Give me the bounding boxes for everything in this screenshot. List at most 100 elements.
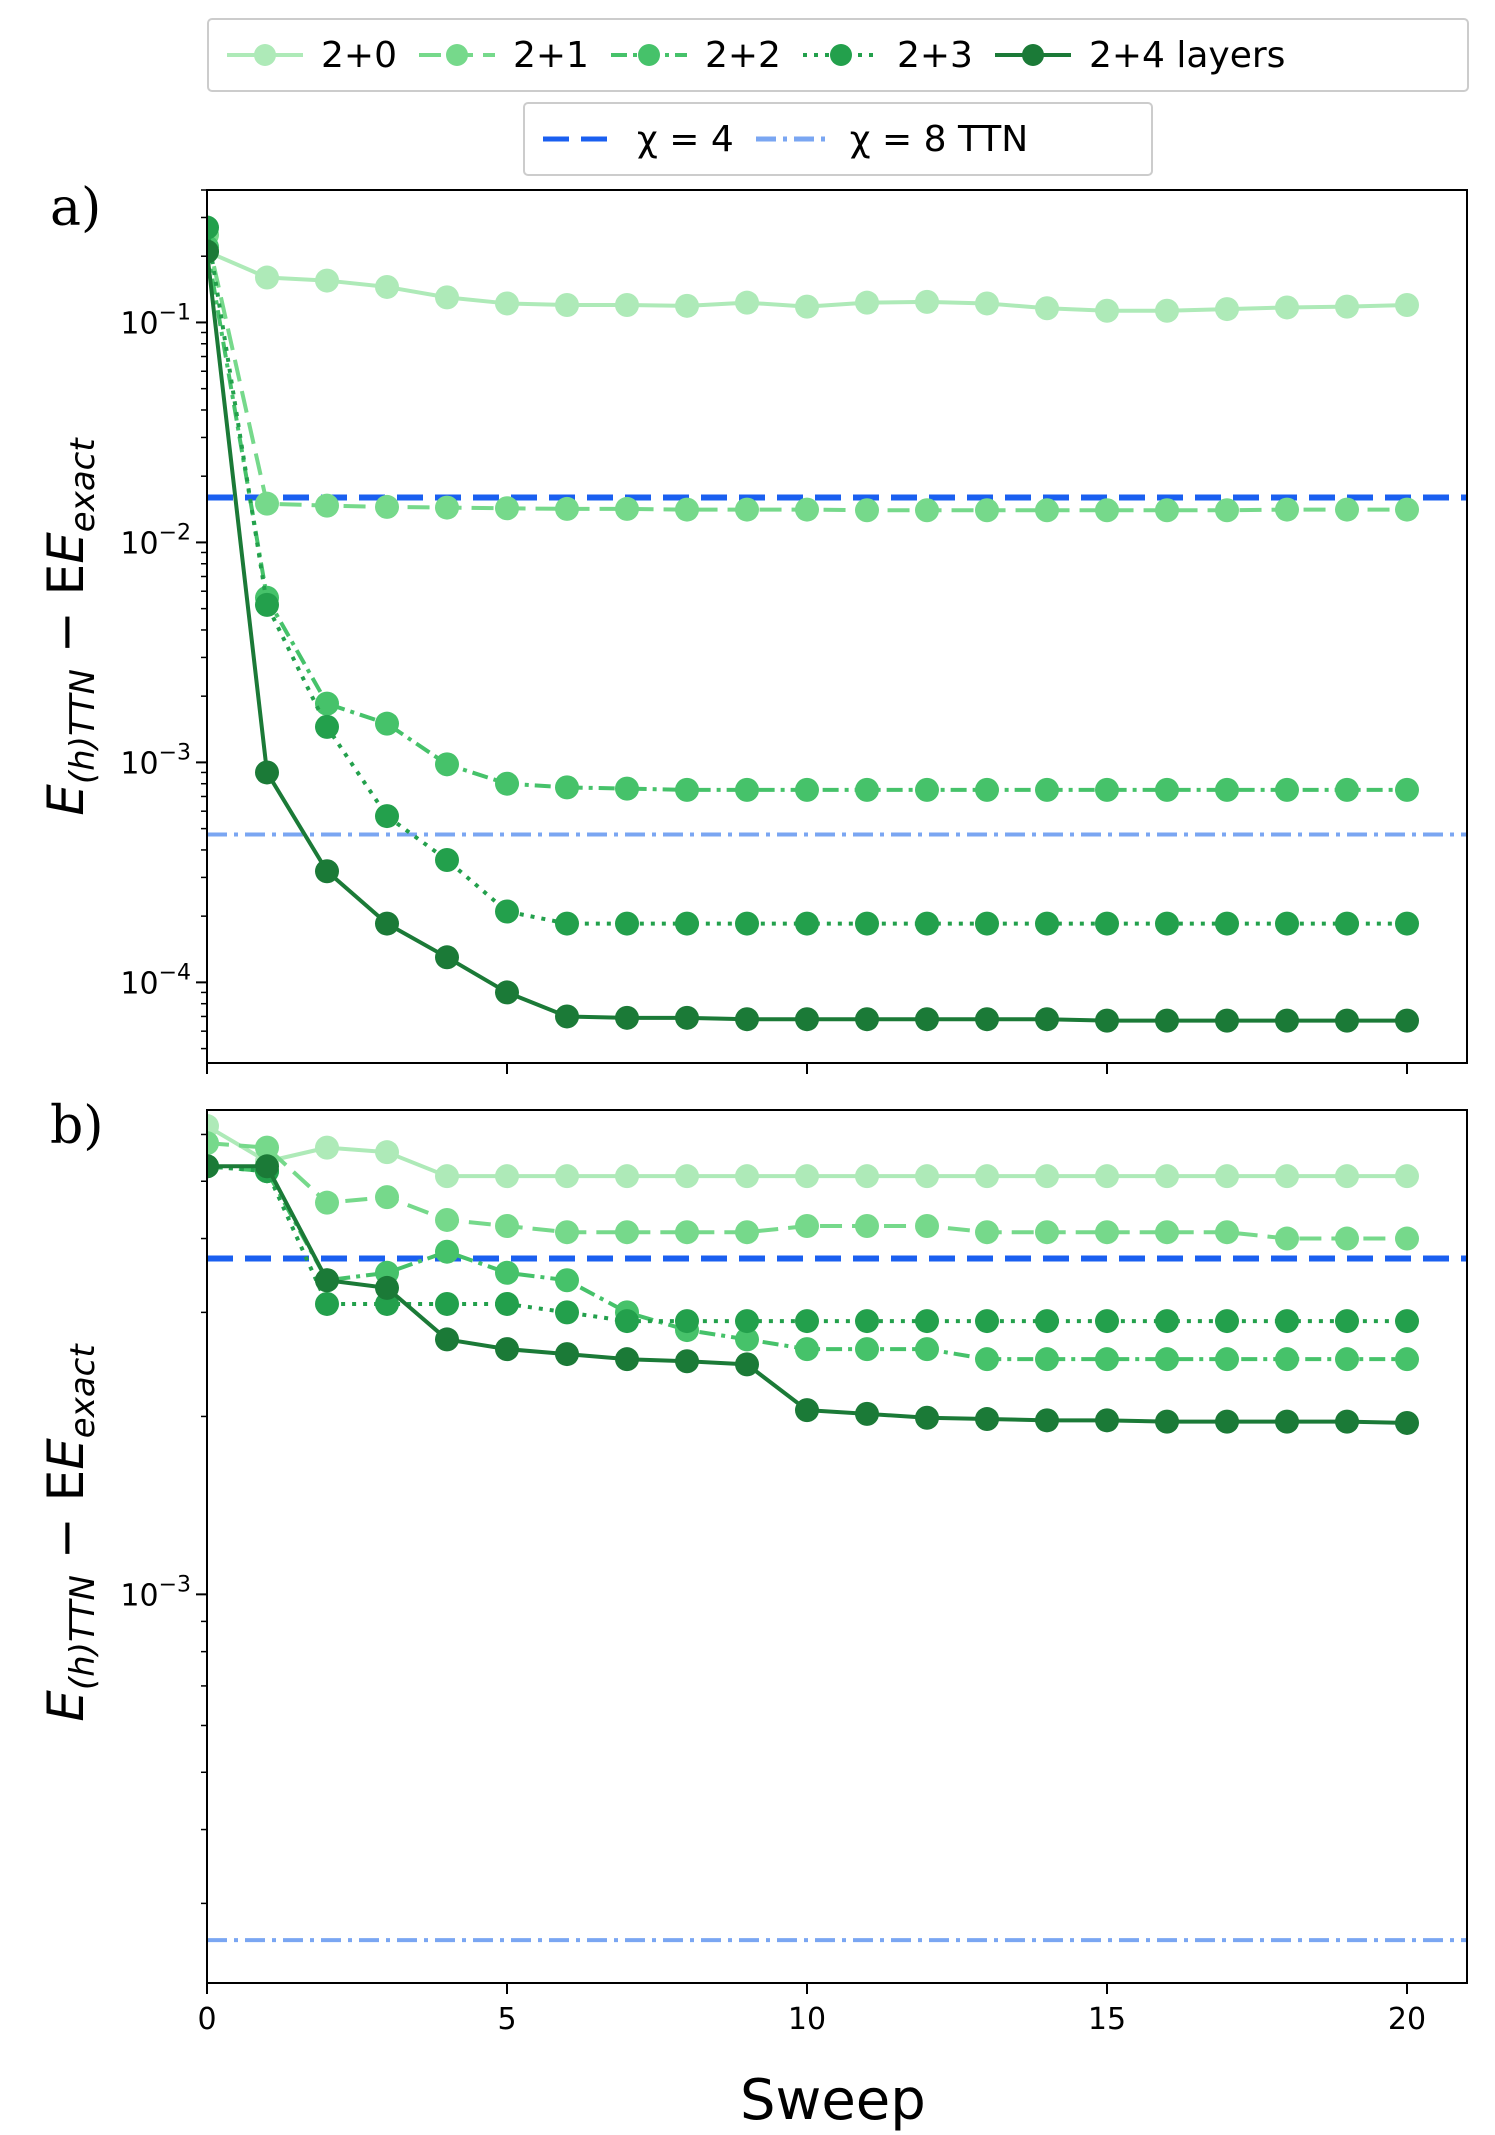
data-point	[555, 1300, 579, 1325]
data-point	[495, 1260, 519, 1285]
data-point	[915, 1164, 939, 1189]
data-point	[315, 1291, 339, 1316]
data-point	[795, 294, 819, 319]
data-point	[1395, 777, 1419, 802]
data-point	[207, 215, 219, 240]
data-point	[615, 776, 639, 801]
series-2-3	[207, 215, 1419, 936]
data-point	[975, 1007, 999, 1032]
data-point	[975, 911, 999, 936]
data-point	[1035, 1164, 1059, 1189]
legend-swatch	[418, 44, 495, 66]
x-tick-label: 0	[197, 2002, 216, 2037]
data-point	[675, 497, 699, 522]
data-point	[1335, 497, 1359, 522]
data-point	[435, 285, 459, 310]
data-point	[615, 293, 639, 318]
data-point	[735, 1327, 759, 1352]
data-point	[435, 1239, 459, 1264]
data-point	[1275, 1008, 1299, 1033]
data-point	[795, 1309, 819, 1334]
legend-item-layers-2: 2+2	[607, 35, 799, 76]
series-line	[207, 251, 1407, 1023]
series-2-0	[207, 239, 1419, 323]
data-point	[1035, 1309, 1059, 1334]
data-point	[1095, 1008, 1119, 1033]
data-point	[555, 1164, 579, 1189]
data-point	[735, 911, 759, 936]
data-point	[795, 1398, 819, 1423]
data-point	[915, 911, 939, 936]
legend-item-refs-1: χ = 8 TTN	[752, 119, 1046, 160]
legend-swatch	[610, 44, 687, 66]
data-point	[975, 1407, 999, 1432]
data-point	[795, 497, 819, 522]
x-tick-label: 20	[1388, 2002, 1426, 2037]
data-point	[1275, 1164, 1299, 1189]
data-point	[915, 1405, 939, 1430]
data-point	[555, 775, 579, 800]
data-point	[855, 777, 879, 802]
plot-area-a	[207, 215, 1467, 1033]
data-point	[855, 498, 879, 523]
data-point	[1095, 1309, 1119, 1334]
axes-frame	[206, 189, 1468, 1064]
panel-label-b: b)	[50, 1096, 104, 1156]
data-point	[1155, 1309, 1179, 1334]
data-point	[555, 1268, 579, 1293]
data-point	[975, 1220, 999, 1245]
data-point	[1215, 498, 1239, 523]
series-2-2	[207, 235, 1419, 802]
data-point	[555, 496, 579, 521]
data-point	[795, 777, 819, 802]
series-2-0	[207, 1114, 1419, 1189]
data-point	[1095, 1347, 1119, 1372]
data-point	[1215, 1220, 1239, 1245]
legend-references: χ = 4 χ = 8 TTN	[523, 102, 1153, 176]
legend-label: χ = 4	[637, 118, 734, 160]
data-point	[495, 496, 519, 521]
legend-swatch	[543, 136, 619, 142]
axes-frame	[206, 1109, 1468, 1984]
legend-swatch	[227, 44, 303, 66]
data-point	[315, 1190, 339, 1215]
data-point	[495, 291, 519, 316]
data-point	[795, 1337, 819, 1362]
y-tick-label: 10−1	[120, 300, 191, 341]
data-point	[1035, 1220, 1059, 1245]
data-point	[855, 1309, 879, 1334]
data-point	[855, 1401, 879, 1426]
data-point	[255, 491, 279, 516]
data-point	[315, 493, 339, 518]
data-point	[495, 1291, 519, 1316]
data-point	[375, 711, 399, 736]
data-point	[495, 1164, 519, 1189]
data-point	[255, 760, 279, 785]
data-point	[1395, 1008, 1419, 1033]
data-point	[615, 1005, 639, 1030]
data-point	[915, 1214, 939, 1239]
data-point	[495, 899, 519, 924]
data-point	[975, 498, 999, 523]
legend-layers: 2+0 2+1 2+2 2+3 2+4 layers	[207, 18, 1469, 92]
y-tick-label: 10−4	[120, 960, 191, 1001]
data-point	[1335, 911, 1359, 936]
data-point	[1095, 298, 1119, 323]
data-point	[1335, 1409, 1359, 1434]
legend-label: 2+0	[321, 34, 397, 76]
data-point	[1395, 497, 1419, 522]
panel-label-a: a)	[50, 178, 102, 238]
data-point	[1395, 1309, 1419, 1334]
data-point	[315, 691, 339, 716]
data-point	[1275, 911, 1299, 936]
data-point	[1095, 1408, 1119, 1433]
data-point	[1155, 298, 1179, 323]
data-point	[255, 1135, 279, 1160]
data-point	[1275, 1309, 1299, 1334]
series-2-1	[207, 1131, 1419, 1251]
data-point	[855, 290, 879, 315]
data-point	[975, 1347, 999, 1372]
data-point	[1035, 498, 1059, 523]
y-tick-label: 10−2	[120, 520, 191, 561]
data-point	[855, 1007, 879, 1032]
